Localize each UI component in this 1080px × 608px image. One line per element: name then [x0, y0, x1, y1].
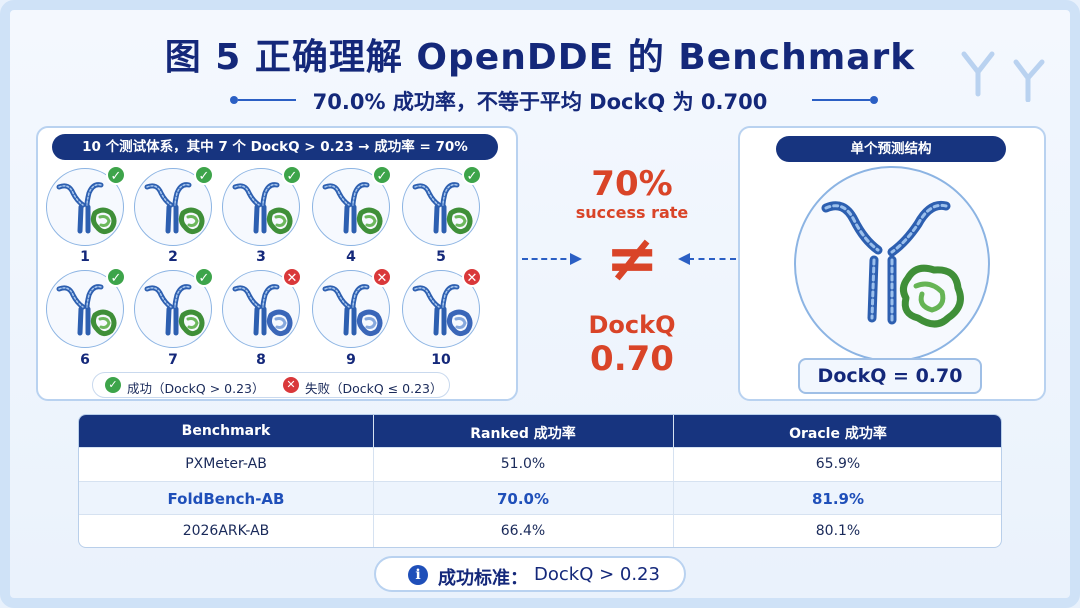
success-rate-value: 70% — [591, 164, 673, 204]
right-arrow-line — [688, 258, 736, 260]
test-system-number: 3 — [256, 249, 266, 265]
test-system-number: 2 — [168, 249, 178, 265]
table-cell-ranked: 70.0% — [496, 489, 550, 508]
test-system-number: 7 — [168, 352, 178, 368]
check-icon: ✓ — [106, 267, 126, 287]
check-icon: ✓ — [372, 165, 392, 185]
dockq-value: 0.70 — [590, 339, 674, 379]
test-system-number: 1 — [80, 249, 90, 265]
left-pointing-arrow-icon — [678, 253, 690, 265]
subtitle-left-line — [238, 99, 296, 101]
table-header-oracle: Oracle 成功率 — [789, 426, 887, 442]
table-row: 2026ARK-AB 66.4% 80.1% — [79, 514, 1001, 547]
legend-success-label: 成功（DockQ > 0.23） — [127, 381, 265, 396]
antibody-decoration-icon — [961, 51, 1045, 102]
check-icon: ✓ — [282, 165, 302, 185]
table-cell-name: 2026ARK-AB — [182, 523, 270, 539]
table-header: Benchmark Ranked 成功率 Oracle 成功率 — [79, 415, 1001, 447]
table-cell-name: FoldBench-AB — [167, 489, 285, 508]
single-structure-dockq: DockQ = 0.70 — [798, 358, 982, 394]
not-equal-sign: ≠ — [605, 222, 659, 296]
test-systems-header: 10 个测试体系，其中 7 个 DockQ > 0.23 → 成功率 = 70% — [52, 134, 498, 160]
right-pointing-arrow-icon — [570, 253, 582, 265]
subtitle-left-dot — [230, 96, 238, 104]
cross-icon: ✕ — [283, 377, 299, 393]
table-cell-oracle: 80.1% — [815, 523, 861, 539]
page-title: 图 5 正确理解 OpenDDE 的 Benchmark — [164, 37, 916, 78]
table-cell-oracle: 65.9% — [815, 456, 861, 472]
check-icon: ✓ — [462, 165, 482, 185]
cross-icon: ✕ — [372, 267, 392, 287]
criterion-value: DockQ > 0.23 — [534, 564, 660, 585]
cross-icon: ✕ — [282, 267, 302, 287]
legend: ✓ 成功（DockQ > 0.23） ✕ 失败（DockQ ≤ 0.23） — [92, 372, 450, 398]
page-subtitle: 70.0% 成功率，不等于平均 DockQ 为 0.700 — [312, 90, 768, 114]
column-divider — [373, 415, 374, 547]
dockq-label: DockQ — [588, 311, 676, 339]
success-criterion: i 成功标准： DockQ > 0.23 — [374, 556, 686, 592]
check-icon: ✓ — [106, 165, 126, 185]
test-system-number: 5 — [436, 249, 446, 265]
test-system-structure — [402, 168, 480, 246]
cross-icon: ✕ — [462, 267, 482, 287]
table-cell-ranked: 66.4% — [500, 523, 546, 539]
check-icon: ✓ — [105, 377, 121, 393]
criterion-label: 成功标准： — [438, 568, 528, 589]
test-system-structure — [312, 270, 390, 348]
single-structure-image — [794, 166, 990, 362]
table-cell-oracle: 81.9% — [811, 489, 865, 508]
subtitle-right-line — [812, 99, 870, 101]
info-icon: i — [408, 565, 428, 585]
table-cell-name: PXMeter-AB — [185, 456, 267, 472]
single-structure-header: 单个预测结构 — [776, 136, 1006, 162]
success-rate-label: success rate — [575, 203, 689, 222]
table-header-ranked: Ranked 成功率 — [470, 426, 576, 442]
test-system-number: 9 — [346, 352, 356, 368]
check-icon: ✓ — [194, 165, 214, 185]
table-row: PXMeter-AB 51.0% 65.9% — [79, 447, 1001, 480]
test-system-number: 10 — [431, 352, 451, 368]
table-header-benchmark: Benchmark — [181, 423, 271, 439]
table-row: FoldBench-AB 70.0% 81.9% — [79, 480, 1001, 514]
check-icon: ✓ — [194, 267, 214, 287]
column-divider — [673, 415, 674, 547]
legend-fail-label: 失败（DockQ ≤ 0.23） — [305, 381, 443, 396]
benchmark-table: Benchmark Ranked 成功率 Oracle 成功率 PXMeter-… — [78, 414, 1002, 548]
subtitle-right-dot — [870, 96, 878, 104]
left-arrow-line — [522, 258, 576, 260]
table-cell-ranked: 51.0% — [500, 456, 546, 472]
test-system-number: 6 — [80, 352, 90, 368]
test-system-number: 8 — [256, 352, 266, 368]
test-system-number: 4 — [346, 249, 356, 265]
